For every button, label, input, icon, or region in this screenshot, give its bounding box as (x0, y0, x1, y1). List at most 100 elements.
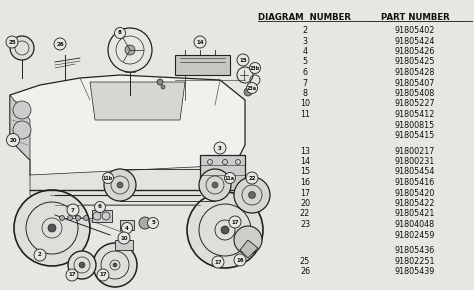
Circle shape (102, 173, 113, 184)
Text: 91800217: 91800217 (395, 146, 435, 155)
Text: 91802251: 91802251 (395, 256, 435, 266)
Text: 91805415: 91805415 (395, 131, 435, 140)
Text: 91805416: 91805416 (395, 178, 435, 187)
Circle shape (244, 88, 252, 96)
Bar (92, 210, 112, 222)
Circle shape (93, 243, 137, 287)
Circle shape (67, 215, 73, 220)
Circle shape (94, 202, 106, 213)
Text: 16: 16 (300, 178, 310, 187)
Text: 23a: 23a (247, 86, 257, 90)
Circle shape (212, 256, 224, 268)
Text: 7: 7 (302, 79, 308, 88)
Text: 91802459: 91802459 (395, 231, 435, 240)
Text: 91800231: 91800231 (395, 157, 435, 166)
Circle shape (83, 215, 89, 220)
Polygon shape (240, 240, 258, 258)
Text: 20: 20 (9, 137, 17, 142)
Text: 17: 17 (99, 273, 107, 278)
Text: 3: 3 (302, 37, 308, 46)
Text: 22: 22 (248, 175, 256, 180)
Text: 91805424: 91805424 (395, 37, 435, 46)
Circle shape (234, 226, 262, 254)
Text: 91805439: 91805439 (395, 267, 435, 276)
Text: 91805426: 91805426 (395, 47, 435, 56)
Circle shape (246, 82, 257, 93)
Text: 2: 2 (38, 253, 42, 258)
Circle shape (161, 85, 165, 89)
Text: PART NUMBER: PART NUMBER (381, 13, 449, 22)
Text: DIAGRAM  NUMBER: DIAGRAM NUMBER (258, 13, 352, 22)
Text: 91805402: 91805402 (395, 26, 435, 35)
Text: 17: 17 (231, 220, 239, 224)
Text: 26: 26 (300, 267, 310, 276)
Text: 17: 17 (214, 260, 222, 264)
Circle shape (66, 269, 78, 281)
Text: 14: 14 (196, 39, 204, 44)
Text: 17: 17 (300, 188, 310, 197)
Circle shape (7, 133, 19, 146)
Circle shape (60, 215, 64, 220)
Text: 8: 8 (118, 30, 122, 35)
Text: 91805421: 91805421 (395, 209, 435, 218)
Text: 17: 17 (68, 273, 76, 278)
Circle shape (246, 172, 258, 184)
Circle shape (194, 36, 206, 48)
Text: 2: 2 (302, 26, 308, 35)
Circle shape (157, 79, 163, 85)
Circle shape (113, 263, 117, 267)
Text: 91804048: 91804048 (395, 220, 435, 229)
Circle shape (249, 63, 261, 73)
Text: 13: 13 (300, 146, 310, 155)
Circle shape (199, 169, 231, 201)
Circle shape (13, 121, 31, 139)
Text: 5: 5 (151, 220, 155, 226)
Circle shape (34, 249, 46, 261)
Circle shape (10, 36, 34, 60)
Bar (115, 240, 133, 250)
Text: 91805422: 91805422 (395, 199, 435, 208)
Text: 8: 8 (302, 89, 308, 98)
Text: 91805454: 91805454 (395, 168, 435, 177)
Text: 15: 15 (300, 168, 310, 177)
Text: 91805428: 91805428 (395, 68, 435, 77)
Circle shape (248, 191, 255, 198)
Text: 7: 7 (71, 208, 75, 213)
Bar (175, 55, 230, 75)
Circle shape (115, 28, 126, 39)
Text: 6: 6 (302, 68, 308, 77)
Text: 14: 14 (300, 157, 310, 166)
Text: 91805420: 91805420 (395, 188, 435, 197)
Circle shape (214, 142, 226, 154)
Text: 91805436: 91805436 (395, 246, 435, 255)
Circle shape (104, 169, 136, 201)
Text: 11: 11 (300, 110, 310, 119)
Text: 11a: 11a (225, 175, 235, 180)
Text: 10: 10 (300, 99, 310, 108)
Circle shape (212, 182, 218, 188)
Text: 4: 4 (125, 226, 129, 231)
Text: 26: 26 (56, 41, 64, 46)
Circle shape (68, 251, 96, 279)
Circle shape (221, 226, 229, 234)
Text: 4: 4 (302, 47, 308, 56)
Circle shape (187, 192, 263, 268)
Text: 23: 23 (300, 220, 310, 229)
Text: 91805227: 91805227 (395, 99, 435, 108)
Circle shape (108, 28, 152, 72)
Polygon shape (30, 165, 235, 205)
Text: 3: 3 (218, 146, 222, 151)
Text: 91805407: 91805407 (395, 79, 435, 88)
Circle shape (54, 38, 66, 50)
Text: 23b: 23b (250, 66, 260, 70)
Circle shape (6, 36, 18, 48)
Circle shape (79, 262, 85, 268)
Circle shape (14, 190, 90, 266)
Circle shape (48, 224, 56, 232)
Polygon shape (10, 75, 245, 185)
Circle shape (229, 216, 241, 228)
Text: 5: 5 (302, 57, 308, 66)
Circle shape (13, 101, 31, 119)
Bar (120, 220, 134, 230)
Circle shape (67, 204, 79, 216)
